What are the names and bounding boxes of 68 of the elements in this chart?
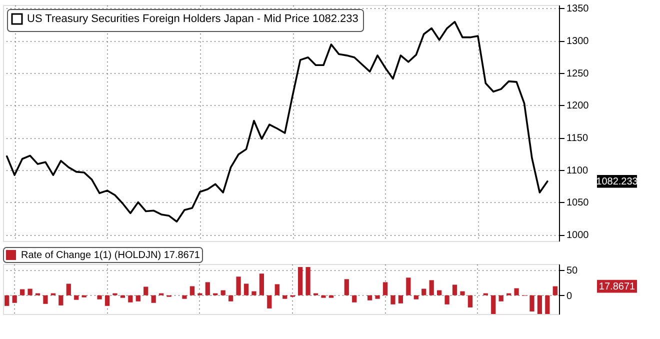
bar bbox=[460, 291, 465, 296]
bar bbox=[12, 295, 17, 303]
bar bbox=[236, 276, 241, 296]
bar bbox=[58, 295, 64, 306]
bar bbox=[228, 295, 234, 302]
bar bbox=[28, 288, 32, 296]
bar bbox=[205, 282, 210, 296]
bar bbox=[259, 274, 264, 296]
y-tick-label: 50 bbox=[566, 266, 578, 277]
y-tick-label: 1200 bbox=[566, 100, 590, 112]
y-tick-label: 1300 bbox=[566, 36, 590, 48]
bar bbox=[328, 295, 334, 298]
legend-label: Rate of Change 1(1) (HOLDJN) 17.8671 bbox=[21, 250, 200, 261]
bar bbox=[190, 286, 195, 296]
bar bbox=[267, 295, 272, 308]
y-tick-label: 1350 bbox=[566, 4, 590, 15]
bar bbox=[282, 295, 288, 299]
legend-label: US Treasury Securities Foreign Holders Japan - Mid Price 1082.233 bbox=[27, 13, 358, 25]
y-tick-label: 1050 bbox=[566, 198, 590, 209]
bar bbox=[444, 295, 450, 304]
bar bbox=[530, 295, 534, 312]
y-tick-label: 0 bbox=[566, 290, 572, 302]
bar bbox=[422, 288, 426, 296]
bar bbox=[144, 286, 148, 296]
y-tick-label: 1100 bbox=[566, 165, 588, 176]
bar bbox=[545, 295, 550, 314]
bar bbox=[298, 267, 303, 296]
bar bbox=[398, 295, 404, 304]
bar bbox=[367, 295, 372, 300]
bar bbox=[375, 295, 380, 299]
bar bbox=[537, 295, 542, 314]
bar bbox=[220, 290, 226, 296]
bar bbox=[136, 295, 140, 302]
bar bbox=[552, 286, 558, 296]
y-tick-label: 1150 bbox=[566, 133, 588, 144]
bar bbox=[390, 295, 396, 304]
bar bbox=[406, 278, 411, 296]
bar bbox=[514, 288, 519, 296]
bar bbox=[306, 267, 310, 296]
bar bbox=[468, 295, 473, 308]
bar bbox=[4, 295, 10, 306]
bar bbox=[244, 284, 249, 296]
bar bbox=[43, 295, 48, 304]
text: 1082.233 bbox=[596, 176, 638, 188]
bar bbox=[429, 280, 434, 296]
bar bbox=[436, 290, 442, 296]
bar bbox=[20, 289, 25, 296]
bar bbox=[104, 295, 110, 306]
bar bbox=[352, 295, 357, 302]
bar bbox=[252, 291, 256, 296]
bar bbox=[74, 295, 79, 300]
bar bbox=[97, 295, 102, 300]
y-tick-label: 1250 bbox=[566, 68, 590, 80]
bar bbox=[344, 279, 349, 296]
bar bbox=[182, 295, 187, 299]
bar bbox=[452, 284, 458, 296]
bar bbox=[66, 284, 71, 296]
bar bbox=[120, 295, 126, 298]
bar bbox=[128, 295, 133, 302]
bar bbox=[491, 295, 496, 314]
text: 17.8671 bbox=[598, 281, 636, 292]
bar bbox=[151, 295, 156, 303]
y-tick-label: 1000 bbox=[566, 230, 590, 242]
bar bbox=[321, 295, 326, 298]
bar bbox=[274, 284, 280, 296]
bar bbox=[414, 295, 418, 300]
bar bbox=[382, 282, 388, 296]
bar bbox=[498, 295, 504, 302]
